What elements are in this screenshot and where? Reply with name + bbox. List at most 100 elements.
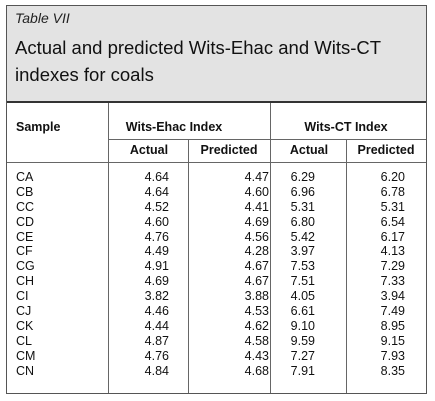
ehac-actual-cell: 4.49 <box>144 244 169 259</box>
wits-ehac-header: Wits-Ehac Index <box>125 120 223 134</box>
ehac-actual-header: Actual <box>129 143 169 157</box>
ct-predicted-cell: 5.31 <box>380 199 405 214</box>
table-label: Table VII <box>15 10 70 26</box>
table-row: CM 4.76 4.43 7.27 7.93 <box>7 349 426 364</box>
table-row: CB 4.64 4.60 6.96 6.78 <box>7 185 426 200</box>
ehac-actual-cell: 4.87 <box>144 333 169 348</box>
ct-actual-cell: 7.91 <box>290 363 315 378</box>
table-title: Actual and predicted Wits-Ehac and Wits-… <box>15 37 381 85</box>
ct-predicted-cell: 8.95 <box>380 318 405 333</box>
ehac-predicted-cell: 4.67 <box>244 274 269 289</box>
sample-cell: CA <box>16 170 34 184</box>
sample-cell: CI <box>16 289 29 304</box>
ehac-predicted-cell: 3.88 <box>244 289 269 304</box>
sample-cell: CK <box>16 318 34 333</box>
table-row: CJ 4.46 4.53 6.61 7.49 <box>7 304 426 319</box>
ehac-predicted-cell: 4.69 <box>244 214 269 229</box>
ehac-predicted-cell: 4.56 <box>244 229 269 244</box>
ct-actual-cell: 9.10 <box>290 318 315 333</box>
ct-actual-cell: 6.61 <box>290 304 315 319</box>
table-row: CC 4.52 4.41 5.31 5.31 <box>7 200 426 215</box>
ehac-actual-cell: 4.76 <box>144 348 169 363</box>
ehac-predicted-cell: 4.58 <box>244 333 269 348</box>
table-frame: Table VII Actual and predicted Wits-Ehac… <box>6 5 427 394</box>
ehac-predicted-cell: 4.53 <box>244 304 269 319</box>
ehac-actual-cell: 4.84 <box>144 363 169 378</box>
ehac-actual-cell: 4.91 <box>144 259 169 274</box>
ehac-actual-cell: 4.46 <box>144 304 169 319</box>
ct-actual-cell: 5.31 <box>290 199 315 214</box>
ct-actual-cell: 9.59 <box>290 333 315 348</box>
ct-predicted-cell: 7.29 <box>380 259 405 274</box>
ehac-actual-cell: 4.44 <box>144 318 169 333</box>
ct-actual-cell: 7.53 <box>290 259 315 274</box>
ehac-actual-cell: 4.64 <box>144 184 169 199</box>
ct-actual-cell: 3.97 <box>290 244 315 259</box>
sample-cell: CE <box>16 229 34 244</box>
ct-predicted-cell: 9.15 <box>380 333 405 348</box>
ehac-actual-cell: 4.60 <box>144 214 169 229</box>
sample-cell: CH <box>16 274 35 289</box>
sample-cell: CD <box>16 214 35 229</box>
ct-actual-cell: 6.29 <box>290 170 315 184</box>
ehac-predicted-cell: 4.62 <box>244 318 269 333</box>
table-row: CE 4.76 4.56 5.42 6.17 <box>7 230 426 245</box>
ct-actual-cell: 7.51 <box>290 274 315 289</box>
ct-actual-cell: 6.80 <box>290 214 315 229</box>
ct-predicted-cell: 6.20 <box>380 170 405 184</box>
sample-cell: CF <box>16 244 33 259</box>
table-row: CI 3.82 3.88 4.05 3.94 <box>7 289 426 304</box>
sample-cell: CB <box>16 184 34 199</box>
ct-predicted-cell: 4.13 <box>380 244 405 259</box>
ct-predicted-cell: 6.78 <box>380 184 405 199</box>
table-row: CN 4.84 4.68 7.91 8.35 <box>7 364 426 379</box>
ehac-actual-cell: 4.64 <box>144 170 169 184</box>
ct-actual-cell: 7.27 <box>290 348 315 363</box>
table-body: CA 4.64 4.47 6.29 6.20 CB 4.64 4.60 6.96 6.78 CC 4.… <box>7 170 426 378</box>
column-divider-group <box>270 103 271 393</box>
sample-cell: CG <box>16 259 35 274</box>
table-row: CA 4.64 4.47 6.29 6.20 <box>7 170 426 185</box>
ct-actual-cell: 6.96 <box>290 184 315 199</box>
ct-predicted-cell: 6.17 <box>380 229 405 244</box>
table-row: CD 4.60 4.69 6.80 6.54 <box>7 215 426 230</box>
ehac-actual-cell: 4.76 <box>144 229 169 244</box>
sample-cell: CJ <box>16 304 32 319</box>
ehac-actual-cell: 3.82 <box>144 289 169 304</box>
ct-predicted-cell: 3.94 <box>380 289 405 304</box>
table-row: CH 4.69 4.67 7.51 7.33 <box>7 274 426 289</box>
sample-cell: CN <box>16 363 35 378</box>
ct-predicted-header: Predicted <box>357 143 415 157</box>
ehac-actual-cell: 4.52 <box>144 199 169 214</box>
ehac-predicted-cell: 4.41 <box>244 199 269 214</box>
ehac-predicted-cell: 4.67 <box>244 259 269 274</box>
sample-cell: CM <box>16 348 36 363</box>
sample-column-header: Sample <box>16 120 61 134</box>
table-row: CK 4.44 4.62 9.10 8.95 <box>7 319 426 334</box>
ct-actual-cell: 5.42 <box>290 229 315 244</box>
column-divider-sample <box>108 103 109 393</box>
column-divider-ct <box>346 139 347 393</box>
group-header-divider <box>108 139 426 140</box>
ct-predicted-cell: 7.49 <box>380 304 405 319</box>
table-header: Table VII Actual and predicted Wits-Ehac… <box>7 6 426 103</box>
ct-predicted-cell: 8.35 <box>380 363 405 378</box>
ct-predicted-cell: 7.33 <box>380 274 405 289</box>
sample-cell: CC <box>16 199 35 214</box>
column-divider-ehac <box>188 139 189 393</box>
ehac-predicted-cell: 4.60 <box>244 184 269 199</box>
header-body-divider <box>7 162 426 163</box>
table-row: CG 4.91 4.67 7.53 7.29 <box>7 259 426 274</box>
ct-predicted-cell: 7.93 <box>380 348 405 363</box>
ehac-predicted-header: Predicted <box>200 143 258 157</box>
ehac-predicted-cell: 4.28 <box>244 244 269 259</box>
ct-actual-cell: 4.05 <box>290 289 315 304</box>
table-row: CF 4.49 4.28 3.97 4.13 <box>7 244 426 259</box>
wits-ct-header: Wits-CT Index <box>304 120 388 134</box>
ehac-predicted-cell: 4.43 <box>244 348 269 363</box>
ehac-actual-cell: 4.69 <box>144 274 169 289</box>
sample-cell: CL <box>16 333 32 348</box>
table-row: CL 4.87 4.58 9.59 9.15 <box>7 334 426 349</box>
ehac-predicted-cell: 4.47 <box>244 170 269 184</box>
ehac-predicted-cell: 4.68 <box>244 363 269 378</box>
